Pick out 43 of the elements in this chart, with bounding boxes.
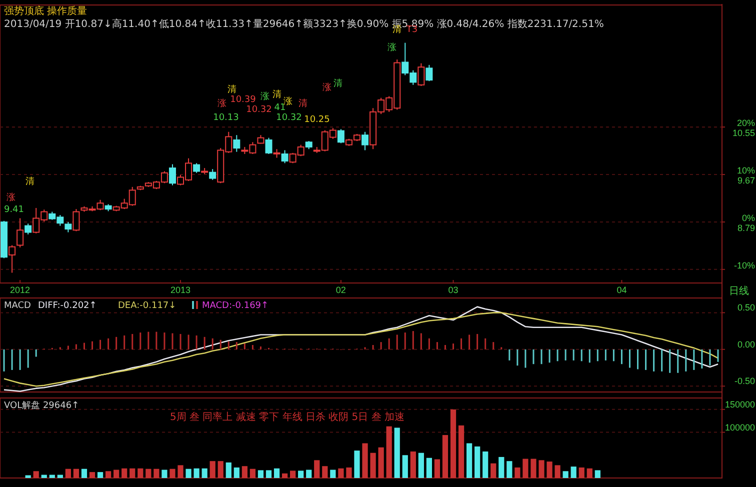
y2-tick-label: 20%: [736, 118, 755, 128]
annotation: 10.25: [304, 115, 330, 125]
annotation: 清: [228, 84, 236, 95]
annotation: 9.41: [4, 205, 24, 215]
annotation: 10.32: [276, 113, 302, 123]
chart-title: MACD: [4, 301, 32, 311]
legend-label: MACD:-0.169↑: [202, 301, 269, 311]
x-tick-label: 03: [448, 285, 458, 295]
annotation: 涨: [260, 91, 270, 102]
annotation: 10.32: [246, 105, 272, 115]
x-tick-label: 02: [336, 285, 346, 295]
chart-title: 强势顶底 操作质量: [4, 5, 88, 17]
annotation: 涨: [322, 82, 332, 93]
x-tick-label: 2013: [170, 285, 191, 295]
y-tick-label: 9.67: [737, 176, 755, 186]
x-tick-label: 2012: [10, 285, 30, 295]
y-tick-label: 10.55: [732, 128, 755, 138]
annotation: 涨: [6, 192, 16, 203]
x-axis-title: 日线: [729, 285, 749, 297]
annotation: 涨: [218, 98, 226, 109]
annotation: 清: [298, 98, 308, 109]
y2-tick-label: 10%: [736, 166, 755, 176]
y-tick-label: 8.79: [737, 223, 755, 233]
annotation: 10.13: [213, 113, 239, 123]
annotation: 清: [272, 89, 282, 100]
chart-title: VOL解盘 29646↑: [4, 400, 80, 411]
y2-tick-label: 0%: [742, 212, 755, 223]
text: DEA:-0.117↓: [118, 301, 176, 311]
y-tick-label: 0.50: [737, 302, 755, 313]
y-tick-label: 0.00: [737, 339, 755, 350]
annotation: 5周 叁 同率上 减速 零下 年线 日杀 收阴 5日 叁 加速: [170, 411, 405, 423]
text: DIFF:-0.202↑: [38, 301, 97, 311]
y2-tick-label: -10%: [734, 260, 755, 270]
y-tick-label: 150000: [724, 399, 755, 410]
x-tick-label: 04: [616, 285, 627, 295]
annotation: 清: [334, 78, 342, 89]
y-tick-label: -0.50: [734, 376, 755, 386]
annotation: 10.39: [230, 95, 256, 105]
annotation: 41: [274, 103, 286, 113]
annotation: 清: [26, 176, 34, 187]
annotation: 涨: [388, 42, 396, 53]
annotation: 涨: [284, 96, 292, 107]
y-tick-label: 100000: [724, 422, 755, 432]
